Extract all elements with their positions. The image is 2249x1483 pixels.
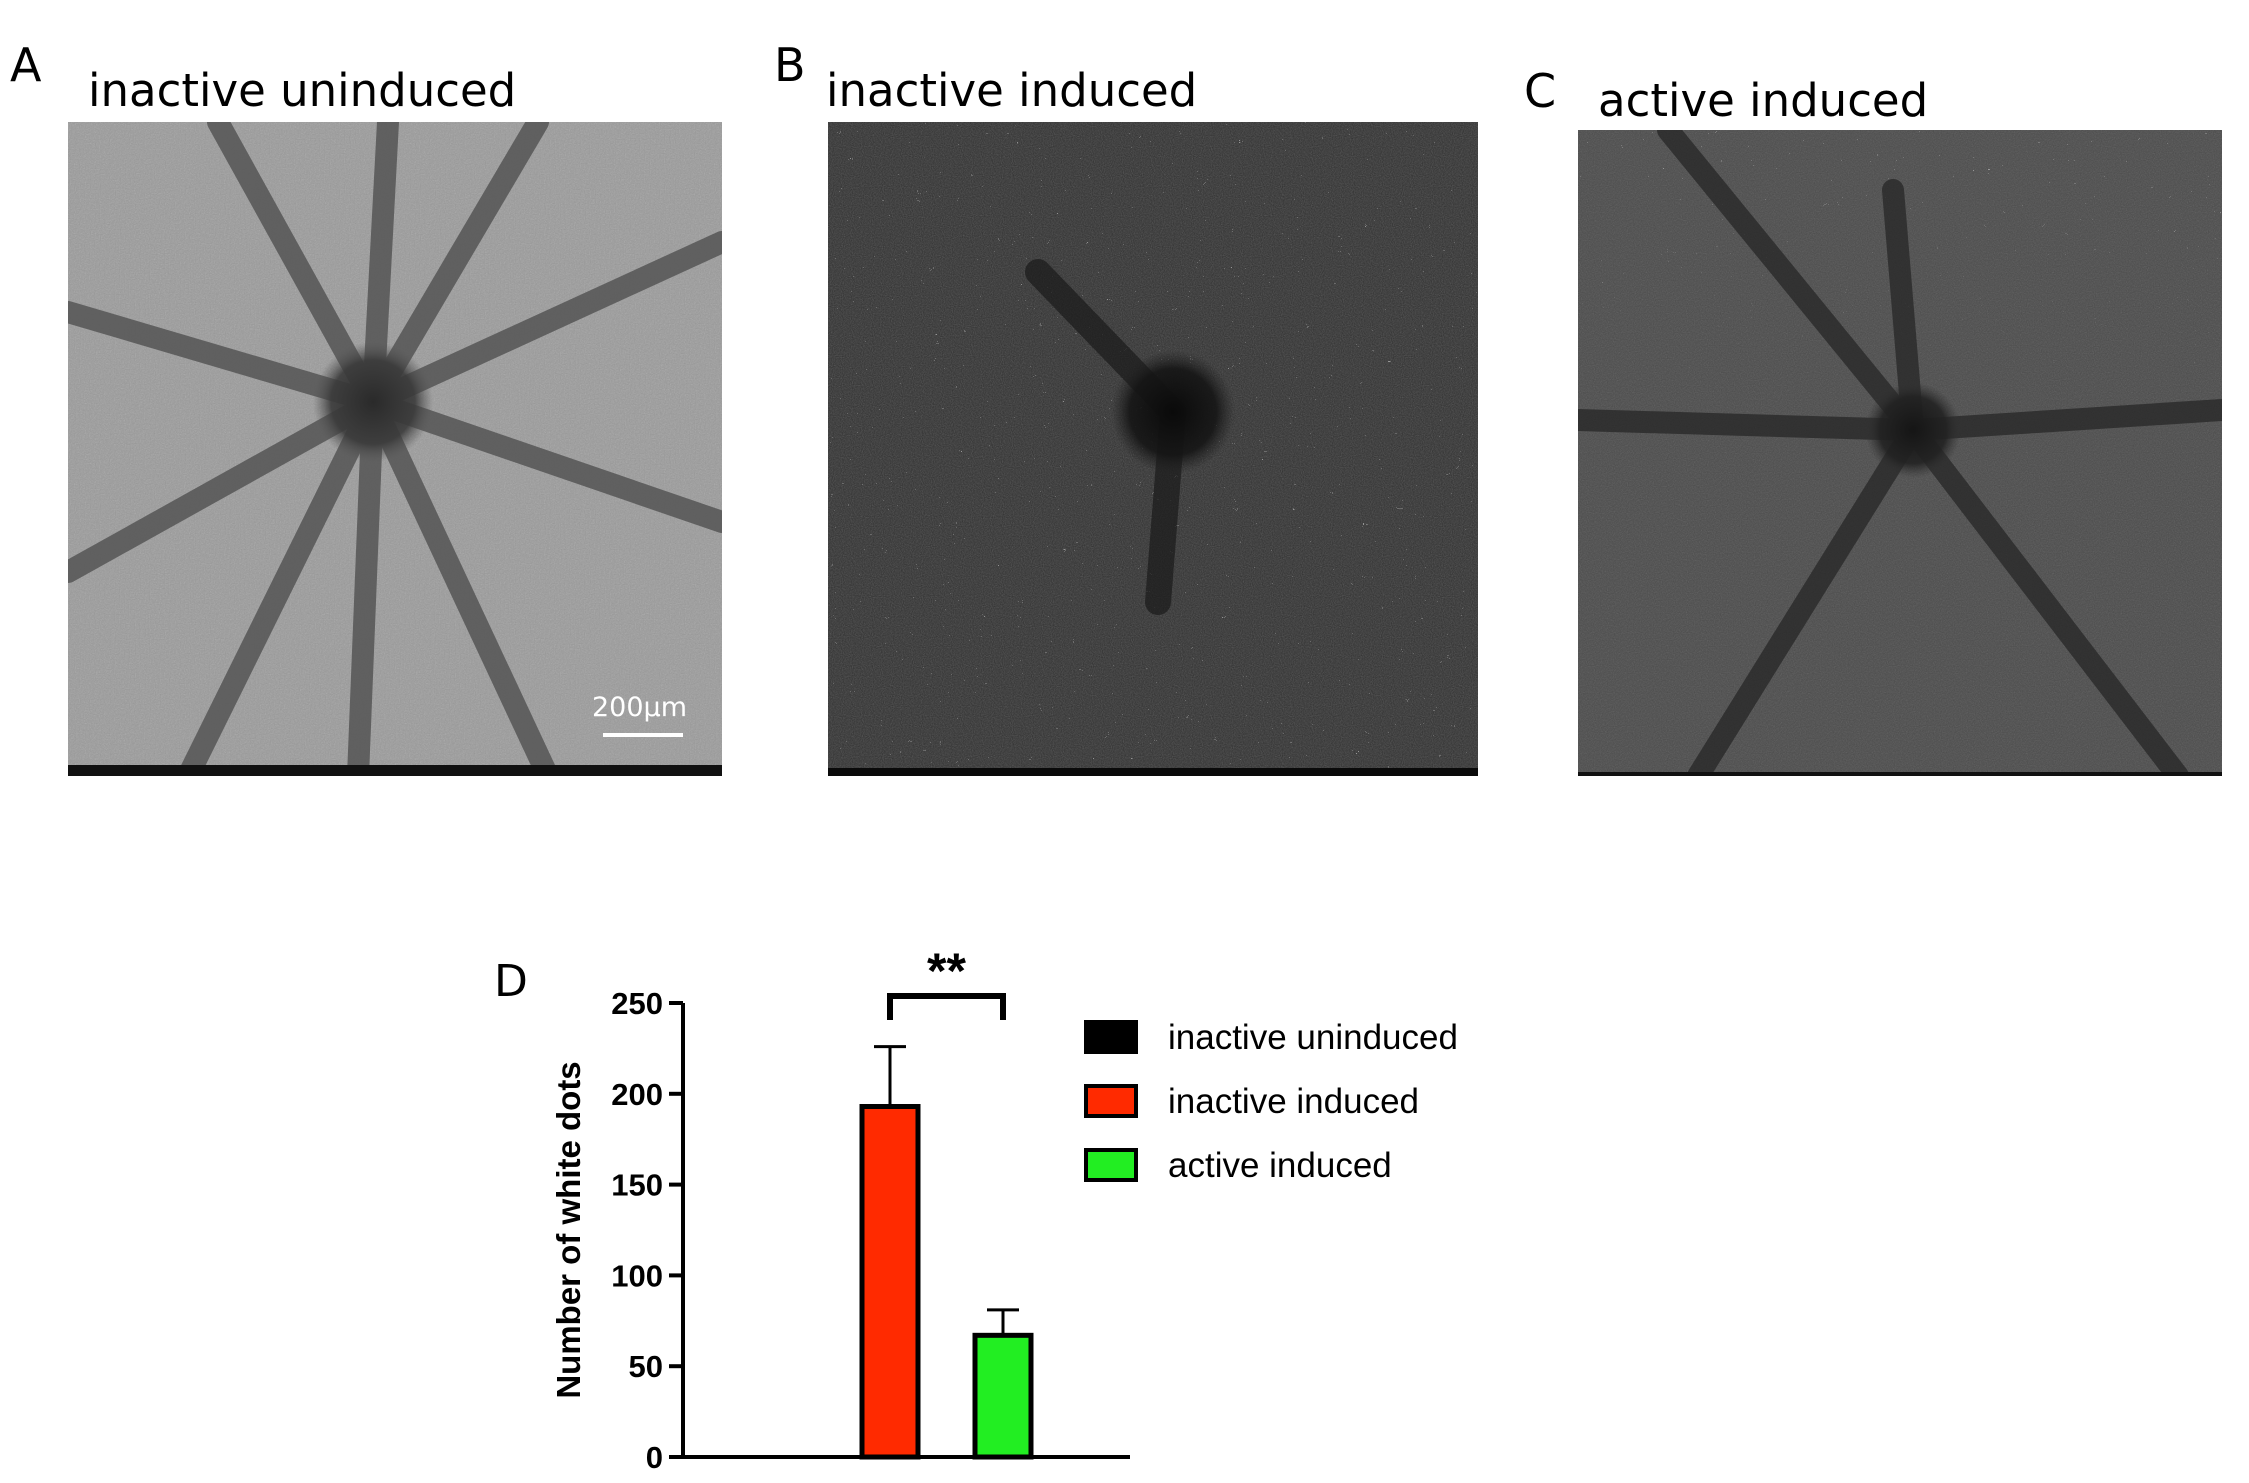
legend-swatch-3 xyxy=(1084,1148,1138,1182)
fundus-image-c xyxy=(1578,130,2222,776)
panel-a-letter: A xyxy=(10,38,42,92)
y-tick-label: 250 xyxy=(611,986,663,1021)
panel-a-title: inactive uninduced xyxy=(88,64,517,117)
y-tick-label: 200 xyxy=(611,1077,663,1112)
y-axis-label: Number of white dots xyxy=(550,1061,587,1398)
legend-label-2: inactive induced xyxy=(1168,1082,1419,1121)
y-tick-label: 100 xyxy=(611,1258,663,1293)
panel-b-letter: B xyxy=(774,38,806,92)
legend-label-1: inactive uninduced xyxy=(1168,1018,1458,1057)
legend-swatch-1 xyxy=(1084,1020,1138,1054)
panel-d-letter: D xyxy=(494,956,528,1007)
panel-c-title: active induced xyxy=(1598,74,1929,127)
fundus-image-a xyxy=(68,122,722,776)
y-tick-label: 50 xyxy=(629,1349,663,1384)
bar-3 xyxy=(972,1332,1034,1460)
significance-label: ** xyxy=(927,943,966,999)
panel-b-title: inactive induced xyxy=(826,64,1198,117)
legend-swatch-2 xyxy=(1084,1084,1138,1118)
fundus-image-b xyxy=(828,122,1478,776)
y-tick-label: 150 xyxy=(611,1168,663,1203)
y-tick-label: 0 xyxy=(646,1440,663,1470)
significance-bracket xyxy=(887,993,1006,1020)
bar-chart: 0 50 100 150 200 250 Number of white dots ** ina… xyxy=(550,943,1458,1470)
bar-2 xyxy=(859,1104,921,1460)
panel-c-letter: C xyxy=(1524,64,1557,118)
legend-label-3: active induced xyxy=(1168,1146,1392,1185)
scale-bar-label: 200µm xyxy=(592,692,688,723)
